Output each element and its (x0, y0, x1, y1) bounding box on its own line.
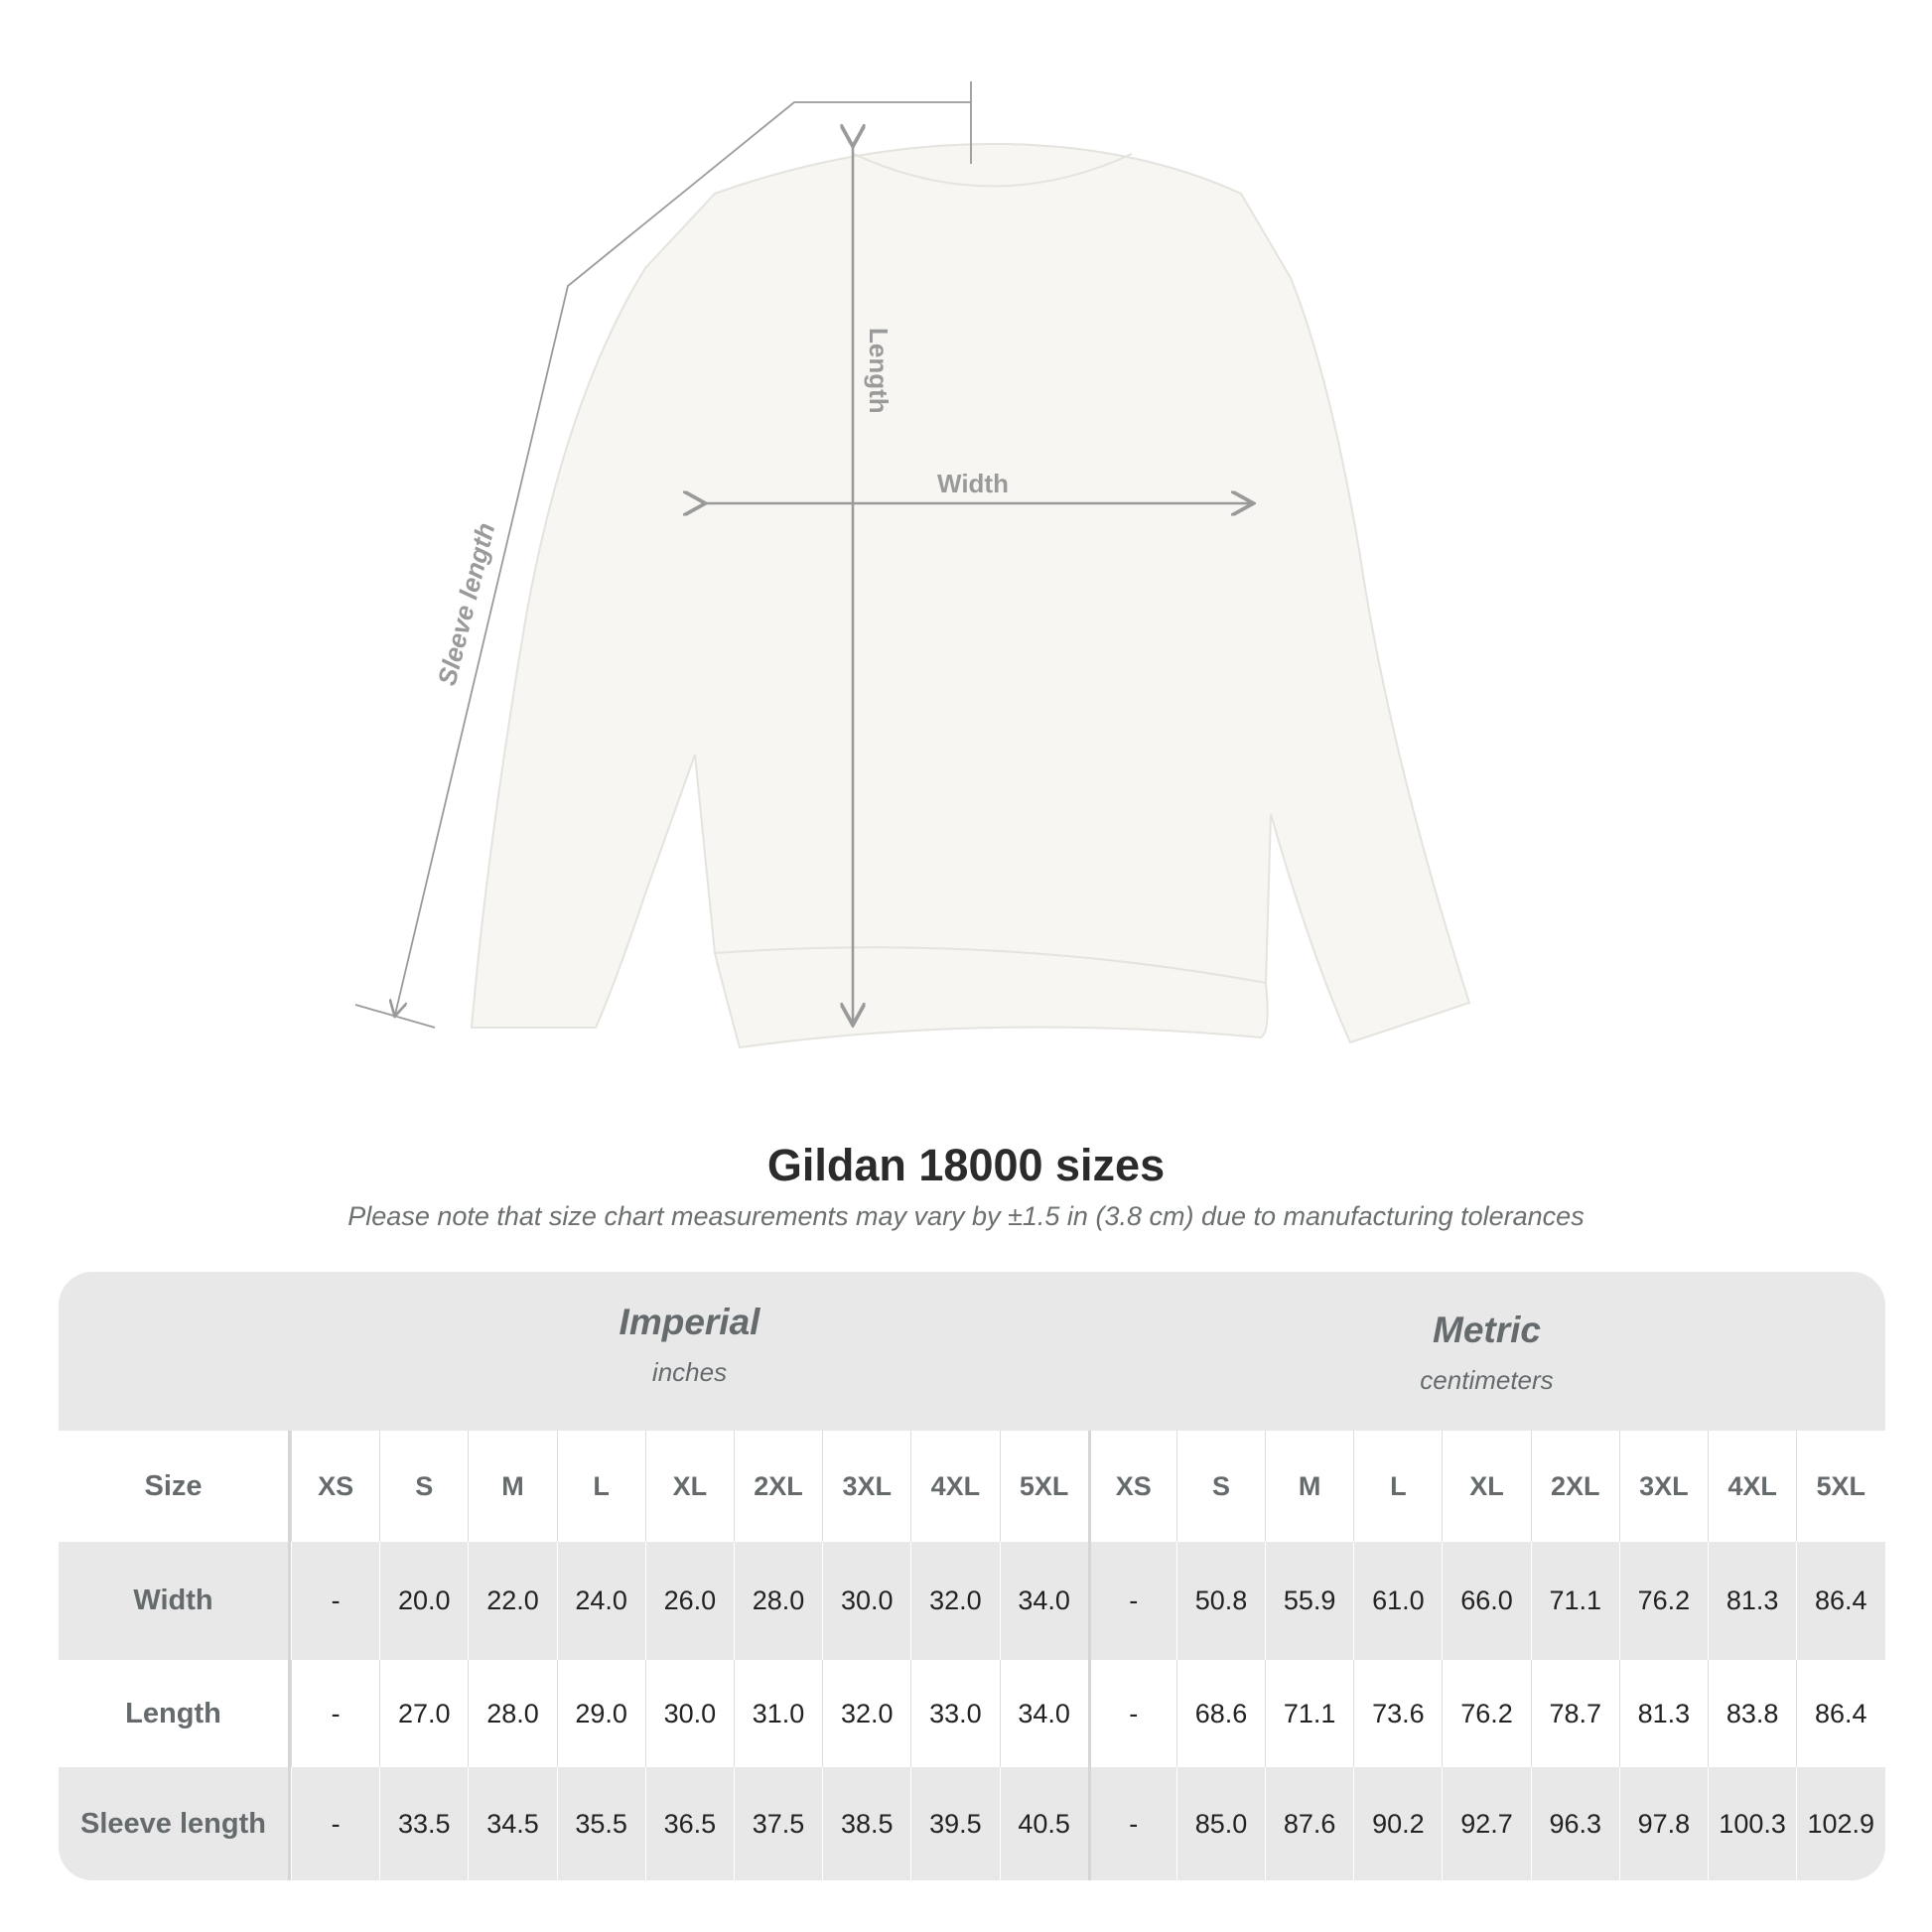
size-metric-2xl: 2XL (1530, 1431, 1619, 1542)
length-label: Length (864, 328, 894, 414)
size-imperial-s: S (379, 1431, 468, 1542)
table-cell: 31.0 (733, 1660, 822, 1767)
size-imperial-3xl: 3XL (822, 1431, 910, 1542)
table-cell: 83.8 (1708, 1660, 1796, 1767)
table-row-sleeve-length: Sleeve length -33.5 34.5 35.5 36.5 37.5 38.5 39… (59, 1767, 1885, 1880)
size-imperial-2xl: 2XL (733, 1431, 822, 1542)
size-row: Size XS S M L XL 2XL 3XL 4XL 5XL XS S M L XL 2XL 3XL 4XL 5… (59, 1431, 1885, 1542)
table-cell: 76.2 (1442, 1660, 1530, 1767)
imperial-header: Imperial inches (291, 1302, 1088, 1388)
size-metric-4xl: 4XL (1708, 1431, 1796, 1542)
size-imperial-l: L (556, 1431, 645, 1542)
table-cell: 32.0 (822, 1660, 910, 1767)
table-cell: - (1087, 1542, 1176, 1660)
row-label: Length (59, 1660, 291, 1767)
table-cell: - (1087, 1767, 1176, 1880)
size-metric-s: S (1175, 1431, 1265, 1542)
metric-title: Metric (1433, 1310, 1541, 1350)
size-imperial-xl: XL (644, 1431, 734, 1542)
width-label: Width (937, 469, 1009, 498)
table-cell: 36.5 (644, 1767, 734, 1880)
table-row-width: Width -20.0 22.0 24.0 26.0 28.0 30.0 32.0 34.0-5… (59, 1542, 1885, 1660)
table-cell: 28.0 (468, 1660, 556, 1767)
table-cell: 73.6 (1353, 1660, 1442, 1767)
table-cell: 96.3 (1530, 1767, 1619, 1880)
table-cell: - (291, 1542, 379, 1660)
table-cell: 22.0 (468, 1542, 556, 1660)
table-cell: 30.0 (822, 1542, 910, 1660)
table-cell: 34.0 (999, 1542, 1088, 1660)
table-cell: 29.0 (556, 1660, 645, 1767)
unit-header: Imperial inches Metric centimeters (59, 1272, 1885, 1431)
table-cell: 100.3 (1708, 1767, 1796, 1880)
table-cell: 102.9 (1796, 1767, 1884, 1880)
table-cell: 33.0 (910, 1660, 999, 1767)
size-imperial-xs: XS (291, 1431, 379, 1542)
table-cell: 86.4 (1796, 1542, 1884, 1660)
table-cell: 40.5 (999, 1767, 1088, 1880)
size-table: Imperial inches Metric centimeters Size X… (59, 1272, 1885, 1880)
sleeve-length-label: Sleeve length (432, 520, 501, 689)
size-metric-xl: XL (1442, 1431, 1530, 1542)
table-cell: - (291, 1660, 379, 1767)
table-cell: 81.3 (1618, 1660, 1708, 1767)
table-row-length: Length -27.0 28.0 29.0 30.0 31.0 32.0 33.0 34.0-… (59, 1660, 1885, 1767)
table-cell: 66.0 (1442, 1542, 1530, 1660)
table-cell: 61.0 (1353, 1542, 1442, 1660)
table-cell: 38.5 (822, 1767, 910, 1880)
table-cell: 26.0 (644, 1542, 734, 1660)
table-cell: 71.1 (1265, 1660, 1353, 1767)
table-cell: 90.2 (1353, 1767, 1442, 1880)
size-metric-5xl: 5XL (1796, 1431, 1884, 1542)
table-cell: 50.8 (1175, 1542, 1265, 1660)
table-cell: 24.0 (556, 1542, 645, 1660)
sweatshirt-diagram: Length Width Sleeve length (354, 81, 1471, 1049)
table-cell: 87.6 (1265, 1767, 1353, 1880)
size-metric-3xl: 3XL (1618, 1431, 1708, 1542)
table-cell: 92.7 (1442, 1767, 1530, 1880)
table-cell: 85.0 (1175, 1767, 1265, 1880)
table-cell: 30.0 (644, 1660, 734, 1767)
table-cell: 68.6 (1175, 1660, 1265, 1767)
table-cell: 20.0 (379, 1542, 468, 1660)
table-cell: 35.5 (556, 1767, 645, 1880)
size-imperial-m: M (468, 1431, 556, 1542)
size-metric-l: L (1353, 1431, 1442, 1542)
table-cell: 33.5 (379, 1767, 468, 1880)
chart-title: Gildan 18000 sizes (766, 1140, 1166, 1190)
table-cell: 55.9 (1265, 1542, 1353, 1660)
table-cell: - (291, 1767, 379, 1880)
sweatshirt-image (470, 142, 1471, 1049)
table-cell: 34.0 (999, 1660, 1088, 1767)
metric-unit: centimeters (1420, 1365, 1554, 1395)
size-imperial-4xl: 4XL (910, 1431, 999, 1542)
imperial-unit: inches (651, 1357, 728, 1387)
row-label: Width (59, 1542, 291, 1660)
metric-header: Metric centimeters (1088, 1310, 1885, 1396)
row-label: Sleeve length (59, 1767, 291, 1880)
table-cell: 34.5 (468, 1767, 556, 1880)
table-cell: 86.4 (1796, 1660, 1884, 1767)
size-header-label: Size (59, 1431, 291, 1542)
table-cell: 71.1 (1530, 1542, 1619, 1660)
table-cell: 28.0 (733, 1542, 822, 1660)
table-cell: 37.5 (733, 1767, 822, 1880)
size-metric-m: M (1265, 1431, 1353, 1542)
table-cell: 27.0 (379, 1660, 468, 1767)
sleeve-arrow (354, 81, 972, 1029)
table-cell: 97.8 (1618, 1767, 1708, 1880)
size-imperial-5xl: 5XL (999, 1431, 1088, 1542)
size-metric-xs: XS (1087, 1431, 1176, 1542)
table-cell: 78.7 (1530, 1660, 1619, 1767)
table-cell: 81.3 (1708, 1542, 1796, 1660)
table-cell: - (1087, 1660, 1176, 1767)
table-cell: 39.5 (910, 1767, 999, 1880)
tolerance-note: Please note that size chart measurements… (347, 1201, 1585, 1231)
imperial-title: Imperial (619, 1302, 760, 1342)
table-cell: 32.0 (910, 1542, 999, 1660)
table-cell: 76.2 (1618, 1542, 1708, 1660)
